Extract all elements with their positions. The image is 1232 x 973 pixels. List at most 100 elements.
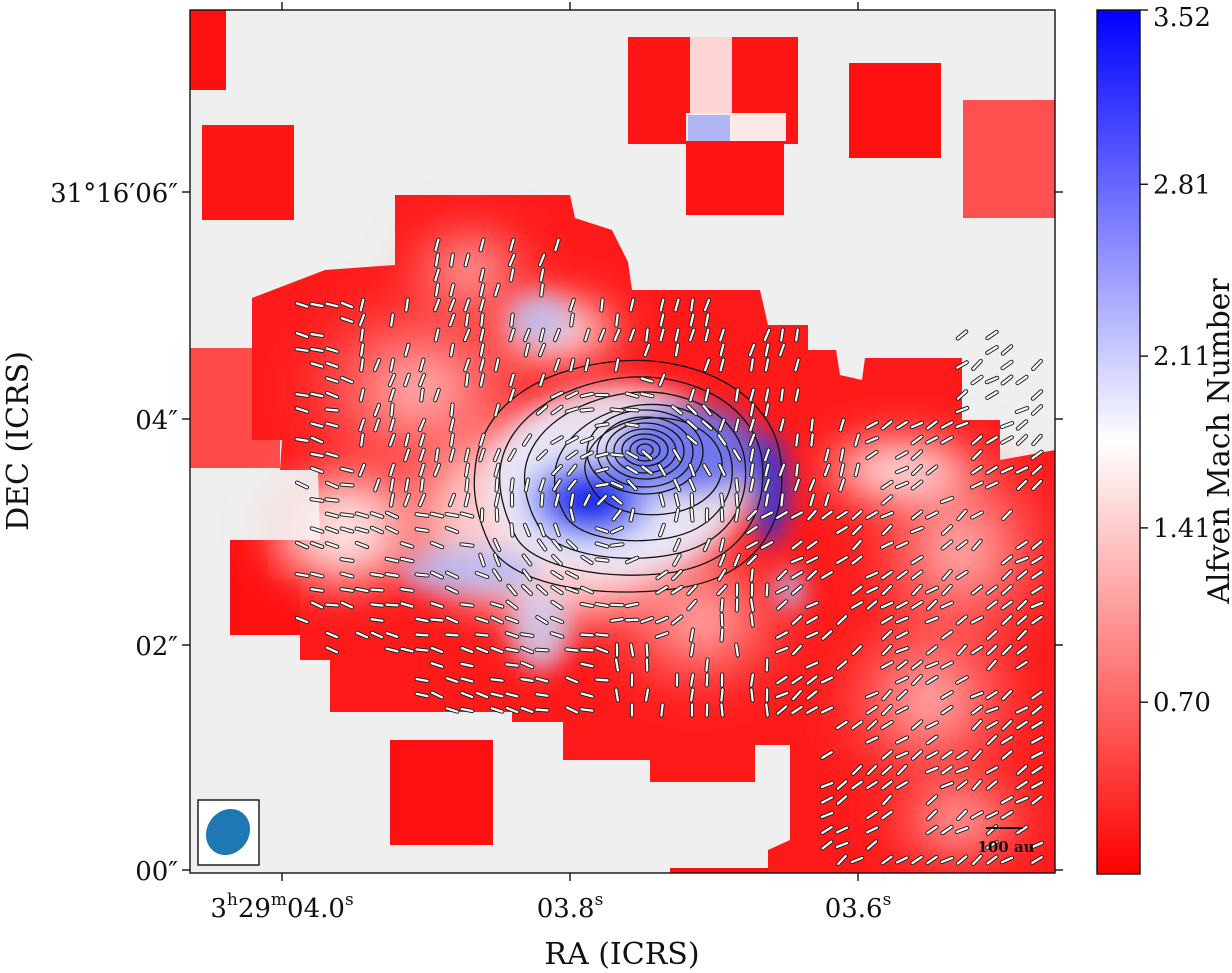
field-vector <box>1016 540 1028 550</box>
field-vector <box>882 794 892 806</box>
field-vector <box>718 553 726 567</box>
field-vector <box>449 448 455 462</box>
field-vector <box>535 648 549 652</box>
field-vector <box>415 677 429 683</box>
field-vector <box>505 706 519 714</box>
field-vector <box>506 600 518 610</box>
field-vector <box>720 508 724 522</box>
field-vector <box>791 705 803 715</box>
field-vector <box>479 433 485 447</box>
field-vector <box>615 313 619 327</box>
field-vector <box>703 464 711 476</box>
field-vector <box>805 661 819 669</box>
field-vector <box>717 584 727 596</box>
field-vector <box>839 463 845 477</box>
field-vector <box>895 676 909 684</box>
field-vector <box>479 553 485 567</box>
field-vector <box>449 313 455 327</box>
field-vector <box>775 691 789 699</box>
field-vector <box>941 421 953 429</box>
field-vector <box>779 418 785 432</box>
field-vector <box>385 603 399 607</box>
field-vector <box>430 646 444 654</box>
mach-number-map: 100 au <box>190 10 1055 873</box>
field-vector <box>523 328 531 342</box>
field-vector <box>764 463 770 477</box>
y-tick-label: 00″ <box>135 857 178 887</box>
field-vector <box>865 691 879 699</box>
field-vector <box>805 556 819 564</box>
field-vector <box>580 648 594 652</box>
field-vector <box>434 238 440 252</box>
field-vector <box>776 631 788 639</box>
field-vector <box>595 467 609 473</box>
field-vector <box>595 633 609 637</box>
field-vectors <box>294 237 1045 867</box>
field-vector <box>1017 629 1027 641</box>
field-vector <box>1032 479 1042 491</box>
field-vector <box>460 646 474 654</box>
field-vector <box>340 483 354 487</box>
field-vector <box>673 554 681 566</box>
field-vector <box>1001 555 1013 565</box>
field-vector <box>866 600 878 610</box>
field-vector <box>390 478 394 492</box>
field-vector <box>749 448 755 462</box>
field-vector <box>419 463 425 477</box>
field-vector <box>911 660 923 670</box>
field-vector <box>509 388 515 402</box>
field-vector <box>656 586 668 594</box>
field-vector <box>595 423 609 427</box>
field-vector <box>359 388 365 402</box>
field-vector <box>340 527 354 533</box>
field-vector <box>896 601 908 609</box>
field-vector <box>986 391 998 399</box>
field-vector <box>956 361 968 369</box>
field-vector <box>625 556 639 564</box>
field-vector <box>310 333 324 337</box>
red-patch <box>190 10 226 90</box>
field-vector <box>775 646 789 654</box>
x-tick-labels: 3h29m04.0s 03.8s 03.6s <box>210 890 891 924</box>
field-vector <box>1031 570 1043 580</box>
field-vector <box>419 358 425 372</box>
field-vector <box>941 630 953 640</box>
field-vector <box>1030 601 1044 609</box>
field-vector <box>640 377 654 383</box>
field-vector <box>385 573 399 577</box>
field-vector <box>851 780 863 790</box>
field-vector <box>1016 600 1028 610</box>
field-vector <box>1000 466 1014 474</box>
colorbar-tick-label: 3.52 <box>1153 3 1211 33</box>
field-vector <box>1031 540 1043 550</box>
field-vector <box>1032 359 1042 371</box>
field-vector <box>957 644 967 656</box>
field-vector <box>957 809 967 821</box>
field-vector <box>881 420 893 430</box>
field-vector <box>686 435 698 445</box>
field-vector <box>508 253 516 267</box>
field-vector <box>540 283 544 297</box>
field-vector <box>404 343 410 357</box>
field-vector <box>674 493 680 507</box>
red-patch <box>202 125 294 220</box>
field-vector <box>880 601 894 609</box>
field-vector <box>490 707 504 713</box>
field-vector <box>388 373 396 387</box>
field-vector <box>479 448 485 462</box>
field-vector <box>926 735 938 745</box>
field-vector <box>866 450 878 460</box>
field-vector <box>926 855 938 865</box>
field-vector <box>536 585 548 595</box>
field-vector <box>882 704 892 716</box>
field-vector <box>674 508 680 522</box>
field-vector <box>295 541 309 549</box>
field-vector <box>538 343 546 357</box>
field-vector <box>569 508 575 522</box>
field-vector <box>509 328 515 342</box>
field-vector <box>1031 585 1043 595</box>
field-vector <box>734 418 740 432</box>
field-vector <box>389 418 395 432</box>
field-vector <box>415 648 429 652</box>
field-vector <box>448 493 456 507</box>
